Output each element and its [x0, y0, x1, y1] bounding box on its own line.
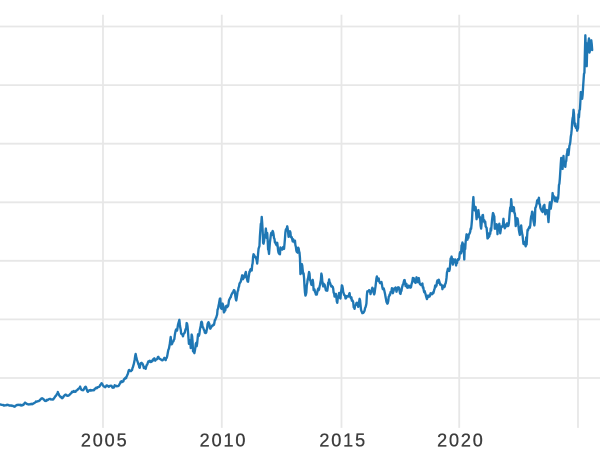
svg-text:2005: 2005: [81, 431, 129, 450]
svg-text:2015: 2015: [319, 431, 367, 450]
svg-text:2010: 2010: [200, 431, 248, 450]
svg-text:2020: 2020: [437, 431, 485, 450]
